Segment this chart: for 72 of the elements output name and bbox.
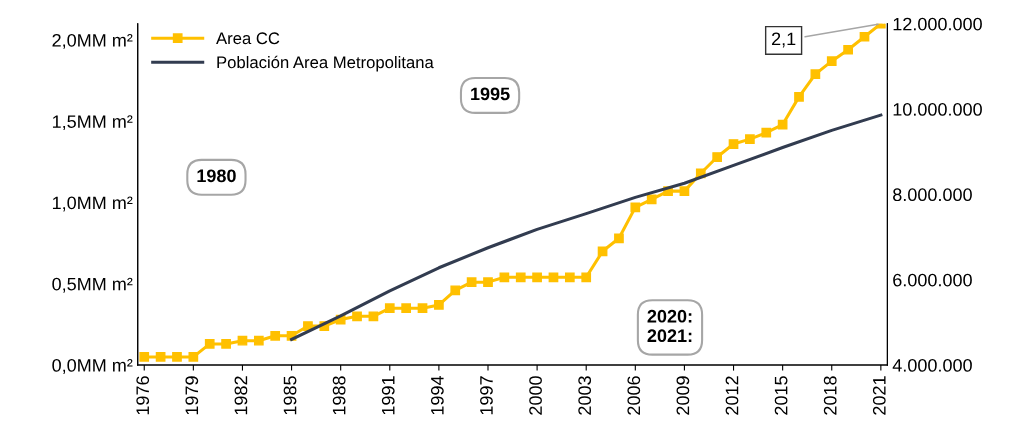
annotation: 2021: xyxy=(647,329,692,343)
point xyxy=(712,152,723,162)
point xyxy=(221,339,231,349)
point xyxy=(450,285,461,296)
point xyxy=(515,272,526,283)
x-tick-label: 1976 xyxy=(136,376,150,415)
point xyxy=(434,300,444,310)
point xyxy=(745,134,755,145)
point xyxy=(646,194,657,205)
point xyxy=(237,335,248,346)
point xyxy=(417,303,428,314)
point xyxy=(401,303,412,314)
point xyxy=(614,233,624,244)
x-tick-label: 2009 xyxy=(676,376,690,415)
point xyxy=(826,56,837,66)
y-tick-label: 1,0MM m² xyxy=(52,196,133,212)
annotation: 2020: xyxy=(647,309,692,323)
point xyxy=(728,139,739,149)
point xyxy=(564,272,575,283)
point xyxy=(810,69,821,80)
legend-label: Area CC xyxy=(216,32,280,45)
y2-tick-label: 12.000.000 xyxy=(893,17,982,31)
x-tick-label: 2012 xyxy=(725,376,739,415)
point xyxy=(630,202,641,213)
y2-tick-label: 10.000.000 xyxy=(893,103,982,116)
point xyxy=(352,311,362,322)
annotation: 2,1 xyxy=(771,32,796,48)
point xyxy=(859,31,870,42)
point xyxy=(843,44,853,55)
point xyxy=(270,330,281,341)
x-tick-label: 2021 xyxy=(872,376,886,415)
x-tick-label: 1997 xyxy=(480,376,493,415)
point xyxy=(532,272,542,283)
y2-tick-label: 6.000.000 xyxy=(893,273,972,287)
x-tick-label: 2015 xyxy=(774,376,788,415)
y-tick-label: 0,5MM m² xyxy=(52,277,133,293)
x-tick-label: 2018 xyxy=(823,376,837,415)
y2-tick-label: 4.000.000 xyxy=(892,358,972,372)
y2-tick-label: 8.000.000 xyxy=(893,188,972,202)
point xyxy=(499,272,510,283)
point xyxy=(384,303,395,314)
point xyxy=(466,277,477,288)
y-tick-label: 1,5MM m² xyxy=(52,115,133,131)
x-tick-label: 1988 xyxy=(332,376,346,415)
y-tick-label: 2,0MM m² xyxy=(52,33,133,49)
point xyxy=(172,352,182,362)
annotation: 1995 xyxy=(471,87,510,101)
x-tick-label: 1991 xyxy=(381,376,395,415)
x-tick-label: 1982 xyxy=(234,376,248,415)
x-tick-label: 1985 xyxy=(283,376,297,415)
point xyxy=(303,321,313,331)
point xyxy=(761,127,772,138)
y-tick-label: 0,0MM m² xyxy=(52,358,133,374)
legend-label: Población Area Metropolitana xyxy=(217,55,434,72)
x-tick-label: 2003 xyxy=(578,376,592,415)
point xyxy=(253,335,264,346)
annotation: 1980 xyxy=(197,169,236,183)
point xyxy=(581,272,592,283)
point xyxy=(548,272,559,283)
point xyxy=(204,339,215,349)
x-tick-label: 1979 xyxy=(185,376,199,415)
point xyxy=(679,186,690,197)
point xyxy=(188,352,199,362)
x-tick-label: 2006 xyxy=(627,376,641,415)
point xyxy=(483,277,493,288)
x-tick-label: 2000 xyxy=(529,376,542,415)
point xyxy=(155,352,166,362)
point xyxy=(597,246,608,257)
x-tick-label: 1994 xyxy=(430,375,444,415)
point xyxy=(368,311,379,322)
point xyxy=(794,92,804,102)
point xyxy=(139,352,150,362)
